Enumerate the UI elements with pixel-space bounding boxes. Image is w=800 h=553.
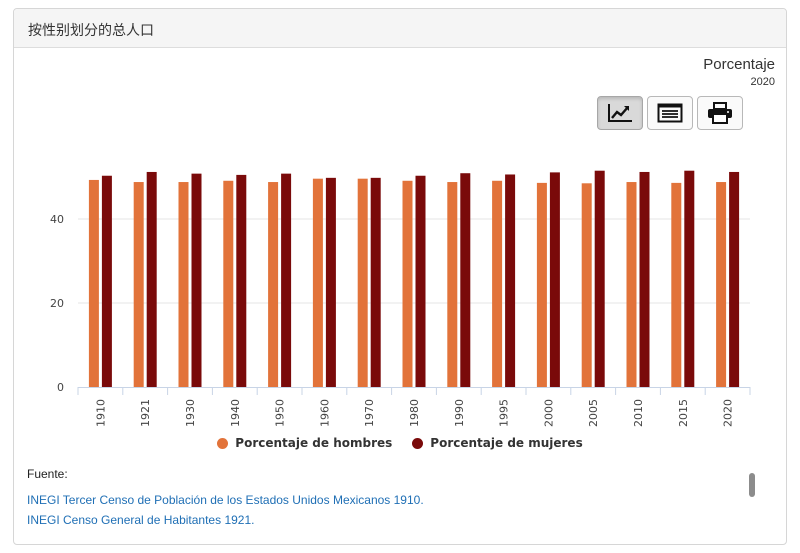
bar-hombres: [88, 179, 99, 387]
x-tick-label: 1940: [229, 399, 242, 427]
chart-legend: Porcentaje de hombres Porcentaje de muje…: [0, 436, 800, 450]
bar-mujeres: [729, 171, 740, 387]
bar-hombres: [133, 182, 144, 387]
x-tick-label: 1980: [408, 399, 421, 427]
bar-hombres: [357, 178, 368, 387]
printer-icon: [708, 102, 732, 124]
x-tick-label: 1930: [184, 399, 197, 427]
x-tick-label: 1995: [498, 399, 511, 427]
print-button[interactable]: [697, 96, 743, 130]
bar-hombres: [581, 183, 592, 387]
unit-label: Porcentaje: [703, 56, 775, 73]
y-tick-label: 40: [50, 213, 64, 226]
scrollbar-thumb[interactable]: [749, 473, 755, 497]
bar-chart: 0 20 40 1910 1921 1930 1940 1950 1960 1970 1980 199…: [50, 170, 751, 427]
legend-label-mujeres: Porcentaje de mujeres: [430, 436, 583, 450]
x-tick-label: 2020: [722, 399, 735, 427]
bar-hombres: [536, 182, 547, 387]
bar-hombres: [312, 178, 323, 387]
bar-mujeres: [460, 173, 471, 387]
bar-hombres: [716, 182, 727, 387]
chart-toolbar: [597, 96, 743, 132]
bar-hombres: [178, 182, 189, 387]
table-view-button[interactable]: [647, 96, 693, 130]
panel-title: 按性别划分的总人口: [28, 22, 154, 38]
legend-item-mujeres[interactable]: Porcentaje de mujeres: [412, 436, 583, 450]
year-label: 2020: [750, 76, 775, 88]
x-tick-label: 1960: [318, 399, 331, 427]
source-heading: Fuente:: [27, 467, 68, 481]
y-tick-label: 0: [57, 381, 64, 394]
bar-mujeres: [684, 170, 695, 387]
source-link[interactable]: INEGI Censo General de Habitantes 1921.: [27, 513, 255, 527]
bar-mujeres: [325, 177, 336, 387]
bar-mujeres: [594, 170, 605, 387]
x-tick-label: 1970: [363, 399, 376, 427]
bar-hombres: [223, 180, 234, 387]
x-tick-label: 2015: [677, 399, 690, 427]
x-tick-label: 2000: [542, 399, 555, 427]
x-tick-label: 2010: [632, 399, 645, 427]
line-chart-button[interactable]: [597, 96, 643, 130]
x-tick-label: 1910: [94, 399, 107, 427]
bar-mujeres: [370, 177, 381, 387]
x-tick-label: 1950: [274, 399, 287, 427]
bar-hombres: [268, 182, 279, 387]
bar-mujeres: [281, 173, 292, 387]
x-tick-label: 1921: [139, 399, 152, 427]
bar-mujeres: [505, 174, 516, 387]
bar-hombres: [492, 180, 503, 387]
x-tick-label: 1990: [453, 399, 466, 427]
x-tick-label: 2005: [587, 399, 600, 427]
bar-hombres: [402, 180, 413, 387]
bar-mujeres: [146, 171, 157, 387]
legend-item-hombres[interactable]: Porcentaje de hombres: [217, 436, 392, 450]
bar-mujeres: [101, 175, 112, 387]
source-link[interactable]: INEGI Tercer Censo de Población de los E…: [27, 493, 424, 507]
y-tick-label: 20: [50, 297, 64, 310]
bar-hombres: [447, 182, 458, 387]
line-chart-icon: [608, 104, 632, 122]
legend-marker-mujeres: [412, 437, 424, 449]
bar-mujeres: [191, 173, 202, 387]
bar-mujeres: [236, 174, 247, 387]
legend-label-hombres: Porcentaje de hombres: [235, 436, 393, 450]
legend-marker-hombres: [217, 437, 229, 449]
bar-mujeres: [549, 172, 560, 387]
table-icon: [657, 103, 683, 123]
bar-hombres: [626, 182, 637, 387]
panel-header: 按性别划分的总人口: [14, 9, 786, 48]
bar-hombres: [671, 182, 682, 387]
bar-mujeres: [415, 175, 426, 387]
bar-mujeres: [639, 171, 650, 387]
